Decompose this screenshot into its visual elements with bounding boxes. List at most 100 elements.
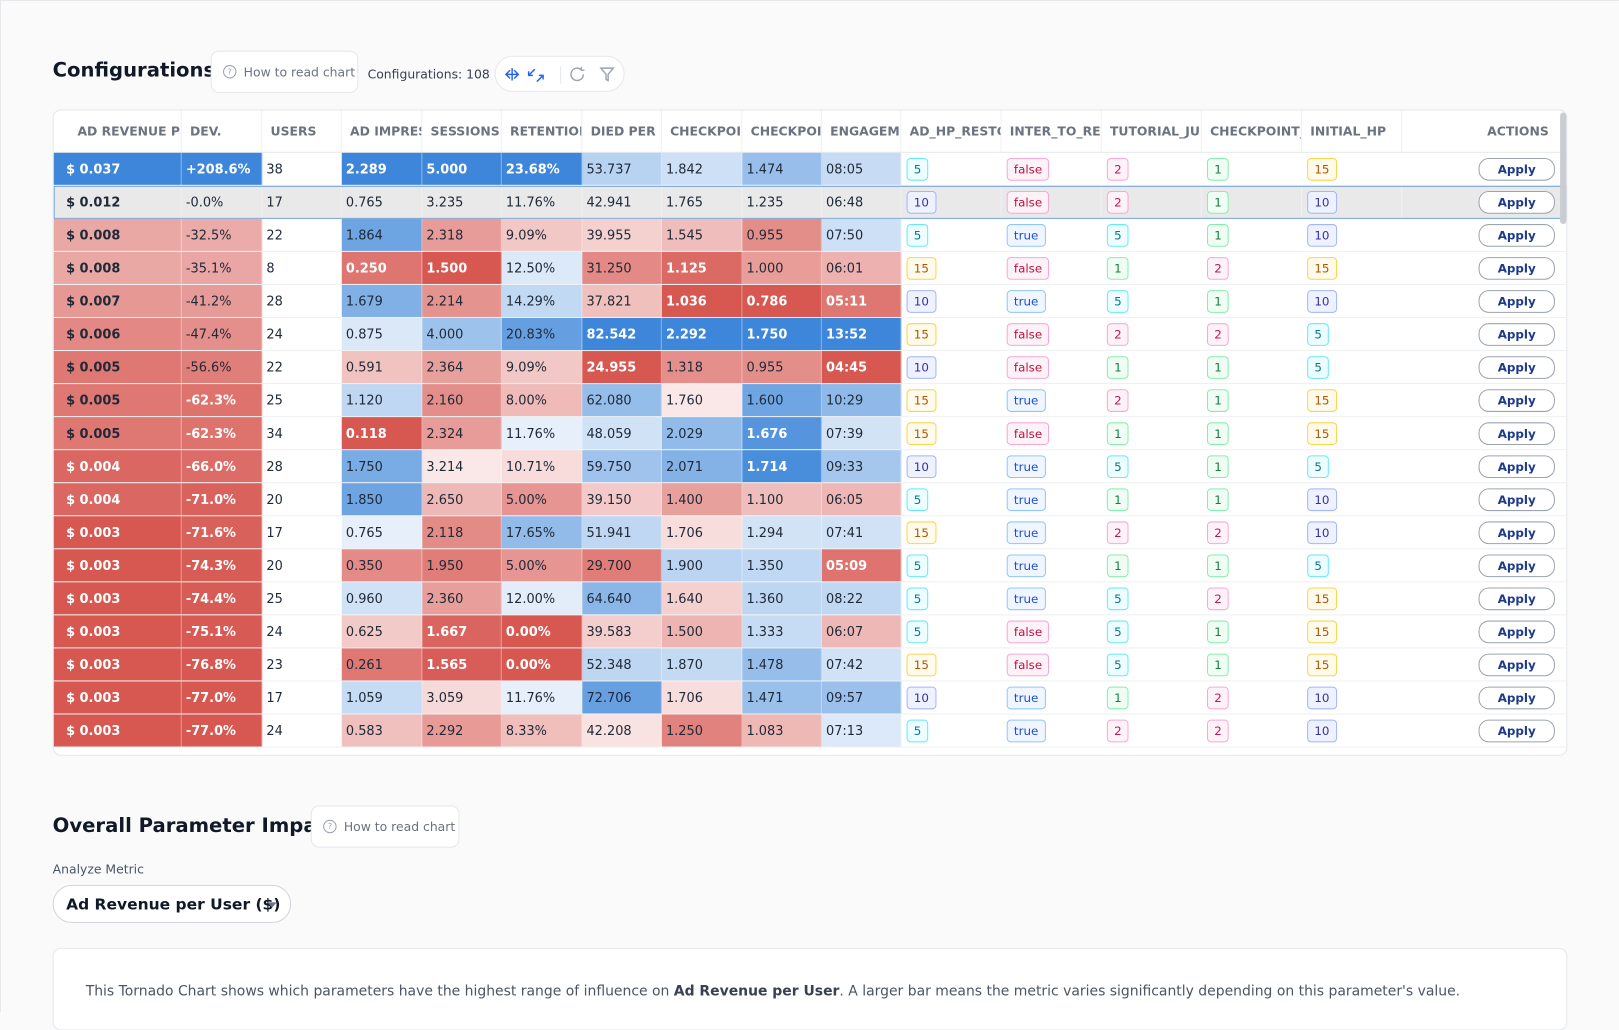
value-badge: 10 xyxy=(1307,223,1337,247)
apply-button[interactable]: Apply xyxy=(1478,620,1555,643)
badge-cell: false xyxy=(1002,251,1102,284)
action-cell: Apply xyxy=(1402,483,1559,515)
apply-button[interactable]: Apply xyxy=(1478,157,1555,181)
apply-button[interactable]: Apply xyxy=(1478,322,1555,346)
badge-cell: 2 xyxy=(1102,516,1202,549)
column-header: INTER_TO_REV xyxy=(1002,110,1102,152)
metric-cell: 0.00% xyxy=(501,615,583,648)
metric-cell: 24 xyxy=(262,615,342,648)
toolbar-icons xyxy=(504,66,615,84)
apply-button[interactable]: Apply xyxy=(1478,553,1555,577)
expand-icon[interactable] xyxy=(504,68,520,81)
badge-cell: 2 xyxy=(1102,185,1202,218)
metric-cell: 0.960 xyxy=(341,582,423,615)
value-badge: 10 xyxy=(906,190,937,214)
value-badge: 2 xyxy=(1206,256,1230,280)
metric-cell: 1.500 xyxy=(661,615,743,648)
apply-button[interactable]: Apply xyxy=(1478,686,1555,709)
apply-button[interactable]: Apply xyxy=(1478,256,1555,280)
metric-cell: $ 0.004 xyxy=(53,450,182,483)
value-badge: 15 xyxy=(906,653,937,676)
metric-cell: 8 xyxy=(262,251,342,284)
value-badge: false xyxy=(1006,157,1050,181)
help-button[interactable]: ? How to read chart xyxy=(210,50,359,93)
metric-cell: 9.09% xyxy=(501,218,583,251)
column-header: AD IMPRES xyxy=(342,110,423,152)
column-header: ENGAGEME xyxy=(822,110,902,152)
collapse-icon[interactable] xyxy=(527,68,544,83)
badge-cell: true xyxy=(1002,582,1102,615)
action-cell: Apply xyxy=(1402,714,1559,746)
value-badge: 15 xyxy=(1307,388,1337,412)
metric-cell: -77.0% xyxy=(181,681,263,714)
value-badge: 1 xyxy=(1206,487,1230,511)
metric-value: Ad Revenue per User ($) xyxy=(66,894,281,914)
apply-button[interactable]: Apply xyxy=(1478,355,1555,379)
metric-cell: 51.941 xyxy=(582,516,662,549)
badge-cell: 2 xyxy=(1102,384,1202,417)
apply-button[interactable]: Apply xyxy=(1478,421,1555,445)
scrollbar[interactable] xyxy=(1560,112,1567,225)
badge-cell: 15 xyxy=(901,384,1002,417)
metric-select[interactable]: Ad Revenue per User ($) xyxy=(52,884,292,924)
value-badge: 1 xyxy=(1106,256,1129,280)
metric-cell: 08:05 xyxy=(821,152,902,185)
metric-cell: 1.545 xyxy=(661,218,743,251)
apply-button[interactable]: Apply xyxy=(1478,223,1555,247)
metric-cell: 28 xyxy=(262,284,342,317)
value-badge: false xyxy=(1006,190,1050,214)
badge-cell: true xyxy=(1002,483,1102,516)
value-badge: 2 xyxy=(1106,157,1129,181)
badge-cell: 1 xyxy=(1202,483,1302,516)
description: This Tornado Chart shows which parameter… xyxy=(86,983,1460,1000)
apply-button[interactable]: Apply xyxy=(1478,719,1555,742)
apply-button[interactable]: Apply xyxy=(1478,586,1555,610)
metric-cell: 1.471 xyxy=(742,681,822,714)
metric-cell: 3.214 xyxy=(422,450,502,483)
badge-cell: 5 xyxy=(901,582,1002,615)
badge-cell: true xyxy=(1002,714,1102,747)
metric-cell: 09:33 xyxy=(821,450,902,483)
apply-button[interactable]: Apply xyxy=(1478,454,1555,478)
apply-button[interactable]: Apply xyxy=(1478,487,1555,511)
metric-cell: 1.360 xyxy=(742,582,822,615)
filter-icon[interactable] xyxy=(599,67,615,82)
value-badge: 1 xyxy=(1206,620,1230,643)
metric-cell: $ 0.003 xyxy=(53,549,182,582)
action-cell: Apply xyxy=(1402,318,1559,350)
table-row: $ 0.003 -76.8% 23 0.261 1.565 0.00% 52.348 1.87… xyxy=(53,648,1567,682)
apply-button[interactable]: Apply xyxy=(1478,388,1555,412)
section-title: Configurations xyxy=(52,58,216,82)
metric-cell: 1.059 xyxy=(341,681,423,714)
badge-cell: 15 xyxy=(1302,582,1403,615)
metric-cell: 06:05 xyxy=(821,483,902,516)
metric-cell: 39.150 xyxy=(582,483,662,516)
apply-button[interactable]: Apply xyxy=(1478,520,1555,544)
metric-cell: 2.118 xyxy=(422,516,502,549)
table-row: $ 0.003 -74.4% 25 0.960 2.360 12.00% 64.640 1.6… xyxy=(53,582,1567,616)
badge-cell: 2 xyxy=(1202,714,1302,747)
badge-cell: 5 xyxy=(1102,450,1202,483)
metric-cell: 64.640 xyxy=(582,582,662,615)
metric-cell: 53.737 xyxy=(582,152,662,185)
apply-button[interactable]: Apply xyxy=(1478,190,1555,214)
badge-cell: 1 xyxy=(1202,185,1302,218)
help-button[interactable]: ? How to read chart xyxy=(310,805,460,848)
metric-cell: $ 0.003 xyxy=(53,615,182,648)
metric-cell: 72.706 xyxy=(582,681,662,714)
apply-button[interactable]: Apply xyxy=(1478,653,1555,676)
metric-cell: 06:07 xyxy=(821,615,902,648)
metric-cell: 07:42 xyxy=(821,648,902,681)
apply-button[interactable]: Apply xyxy=(1478,289,1555,313)
metric-cell: $ 0.004 xyxy=(53,483,182,516)
metric-cell: 1.100 xyxy=(742,483,822,516)
table-row: $ 0.004 -66.0% 28 1.750 3.214 10.71% 59.750 2.0… xyxy=(53,450,1567,484)
reset-icon[interactable] xyxy=(570,67,585,82)
badge-cell: 15 xyxy=(1302,384,1403,417)
metric-cell: 13:52 xyxy=(821,318,902,351)
badge-cell: true xyxy=(1002,384,1102,417)
badge-cell: true xyxy=(1002,218,1102,251)
metric-cell: 59.750 xyxy=(582,450,662,483)
metric-cell: 1.842 xyxy=(661,152,743,185)
value-badge: 5 xyxy=(1307,322,1330,346)
